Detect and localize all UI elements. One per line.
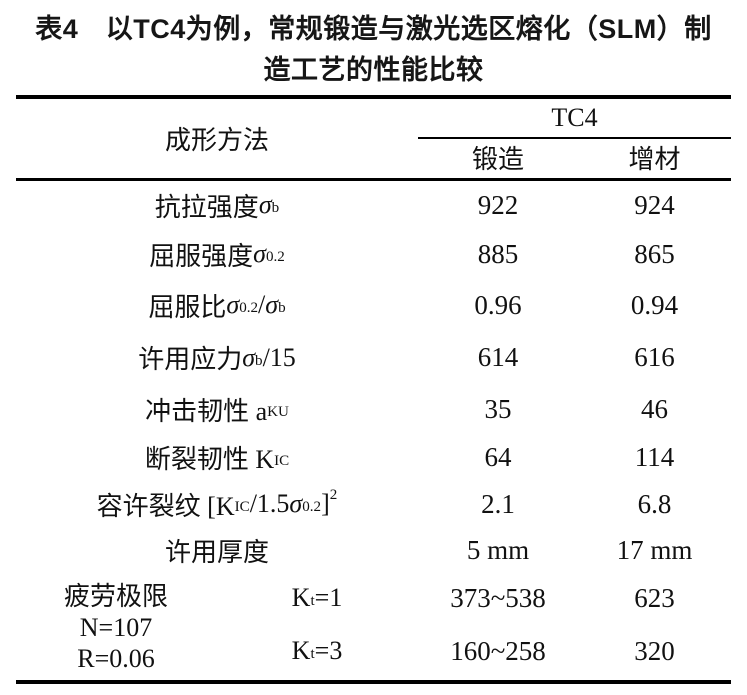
row-label: 断裂韧性 K IC [144, 445, 290, 474]
forging-value: 5 mm [466, 535, 530, 565]
forging-value: 64 [484, 442, 512, 472]
forging-value: 614 [477, 342, 519, 372]
additive-value: 17 mm [616, 535, 693, 565]
header-subcolumns: 锻造 增材 [418, 139, 731, 176]
additive-value: 114 [634, 442, 675, 472]
additive-value: 6.8 [637, 488, 672, 519]
caption-line-1: 表4 以TC4为例，常规锻造与激光选区熔化（SLM）制 [35, 14, 712, 44]
header-tc4-group: TC4 锻造 增材 [418, 99, 731, 178]
additive-value: 623 [634, 582, 675, 613]
row-label: 容许裂纹 [K IC/1.5 σ 0.2] 2 [96, 487, 338, 521]
forging-value: 2.1 [481, 488, 515, 519]
bottom-rule [16, 680, 731, 684]
additive-value: 320 [634, 635, 675, 666]
additive-value: 0.94 [630, 289, 679, 320]
fatigue-label-line-1: 疲劳极限 [63, 581, 168, 611]
fatigue-label-line-2: N=107 [79, 612, 153, 642]
header-tc4-label: TC4 [418, 99, 731, 139]
forging-value: 0.96 [474, 289, 522, 320]
row-label: 冲击韧性 a KU [145, 396, 289, 426]
table-row-yield-strength: 屈服强度 σ 0.2 885 865 [16, 229, 731, 279]
additive-value: 616 [634, 342, 675, 372]
top-rule [16, 95, 731, 99]
forging-value: 373~538 [450, 582, 546, 613]
additive-value: 924 [634, 189, 675, 220]
header-col-additive: 增材 [628, 145, 681, 174]
table-header: 成形方法 TC4 锻造 增材 [16, 99, 731, 178]
table-row-allowable-stress: 许用应力 σ b/15 614 616 [16, 331, 731, 384]
table-row-impact-toughness: 冲击韧性 a KU 35 46 [16, 384, 731, 434]
header-col-forging: 锻造 [471, 145, 524, 174]
table-row-yield-ratio: 屈服比 σ 0.2/σ b 0.96 0.94 [16, 279, 731, 331]
table-row-fracture-toughness: 断裂韧性 K IC 64 114 [16, 434, 731, 481]
forging-value: 160~258 [450, 635, 546, 666]
row-label: 屈服强度 σ 0.2 [149, 239, 285, 271]
additive-value: 46 [641, 393, 668, 424]
forging-value: 922 [477, 189, 519, 220]
row-label: 许用厚度 [164, 538, 269, 567]
caption-line-2: 造工艺的性能比较 [263, 55, 484, 85]
fatigue-limit-label: 疲劳极限 N=107 R=0.06 [16, 574, 216, 680]
table-row-allowable-crack: 容许裂纹 [K IC/1.5 σ 0.2] 2 2.1 6.8 [16, 481, 731, 527]
header-separator-rule [16, 178, 731, 181]
fatigue-label-line-3: R=0.06 [77, 643, 155, 673]
table-caption: 表4 以TC4为例，常规锻造与激光选区熔化（SLM）制 造工艺的性能比较 [0, 0, 747, 91]
additive-value: 865 [634, 238, 675, 269]
forging-value: 885 [477, 238, 519, 269]
table-row-allowable-thickness: 许用厚度 5 mm 17 mm [16, 527, 731, 574]
row-label: 许用应力 σ b/15 [138, 342, 296, 375]
header-forming-method: 成形方法 [164, 126, 269, 155]
forging-value: 35 [484, 393, 512, 424]
row-label: 屈服比 σ 0.2/σ b [148, 290, 286, 322]
